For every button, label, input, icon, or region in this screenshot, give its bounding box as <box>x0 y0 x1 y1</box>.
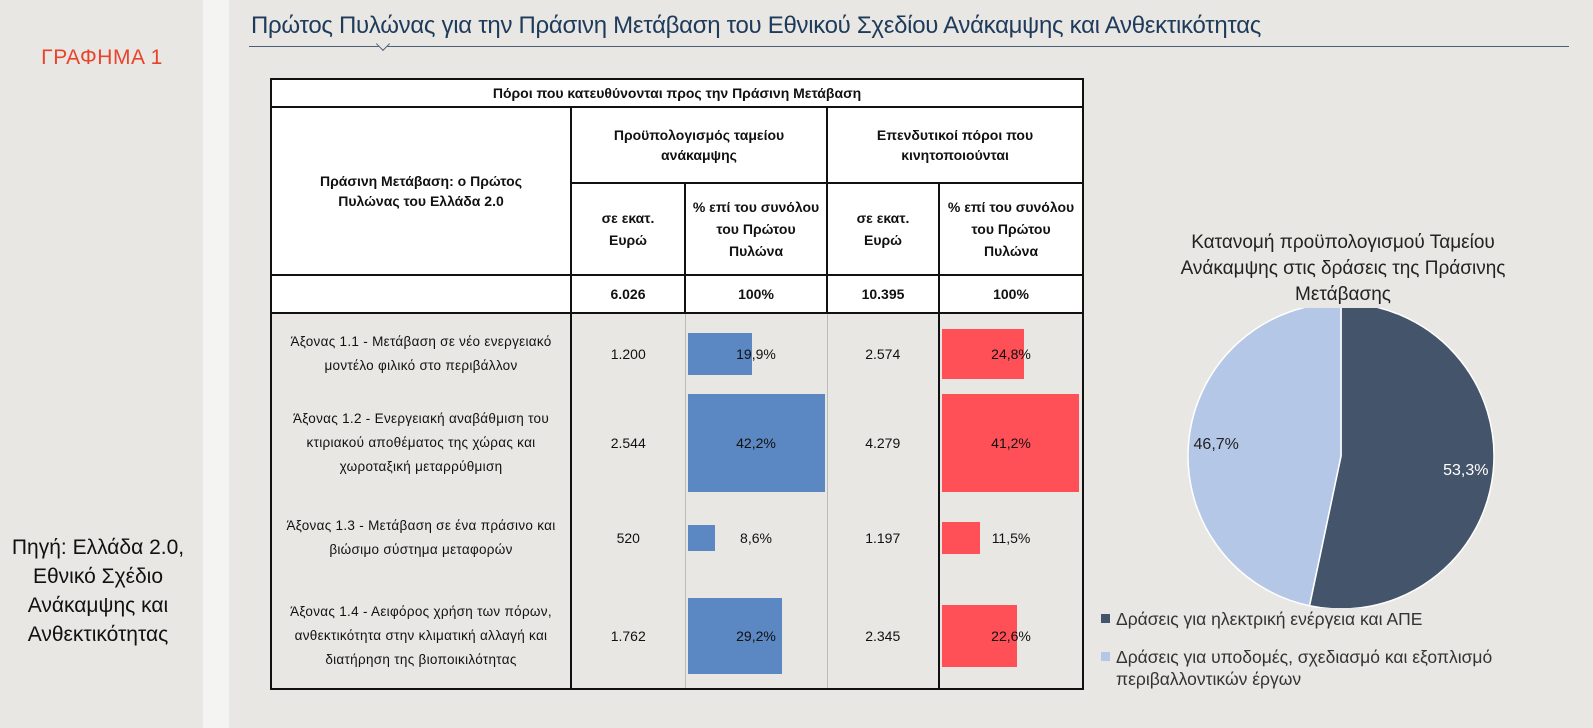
row-label: Άξονας 1.2 - Ενεργειακή αναβάθμιση του κ… <box>270 393 572 493</box>
legend-swatch <box>1101 652 1110 661</box>
pie-slice-electricity <box>1308 308 1495 608</box>
totals-label <box>270 274 572 314</box>
table-row: Άξονας 1.2 - Ενεργειακή αναβάθμιση του κ… <box>270 393 1085 493</box>
budget-bar <box>687 525 716 551</box>
row-label: Άξονας 1.1 - Μετάβαση σε νέο ενεργειακό … <box>270 312 572 393</box>
pie-label-infrastructure: 46,7% <box>1194 436 1239 453</box>
row-header: Πράσινη Μετάβαση: ο Πρώτος Πυλώνας του Ε… <box>270 106 572 276</box>
page-title: Πρώτος Πυλώνας για την Πράσινη Μετάβαση … <box>251 12 1262 39</box>
row-budget: 1.200 <box>570 312 686 393</box>
source-note: Πηγή: Ελλάδα 2.0, Εθνικό Σχέδιο Ανάκαμψη… <box>11 536 185 646</box>
sub-header-budget-amount: σε εκατ. Ευρώ <box>570 182 686 276</box>
budget-bar-label: 19,9% <box>736 345 776 362</box>
pie-label-electricity: 53,3% <box>1443 462 1488 479</box>
sub-header-invest-amount: σε εκατ. Ευρώ <box>826 182 940 276</box>
invest-bar-cell: 41,2% <box>938 393 1085 493</box>
invest-bar-cell: 24,8% <box>938 312 1085 393</box>
sub-header-budget-pct: % επί του συνόλου του Πρώτου Πυλώνα <box>684 182 828 276</box>
resources-table: Πόροι που κατευθύνονται προς την Πράσινη… <box>269 78 1085 690</box>
invest-bar <box>942 522 981 554</box>
row-budget: 1.762 <box>570 583 686 690</box>
budget-bar-label: 29,2% <box>736 627 776 644</box>
table-row: Άξονας 1.4 - Αειφόρος χρήση των πόρων, α… <box>270 583 1085 690</box>
row-invest: 2.574 <box>826 312 940 393</box>
budget-bar-label: 8,6% <box>740 530 772 546</box>
pie-legend: Δράσεις για ηλεκτρική ενέργεια και ΑΠΕ Δ… <box>1101 608 1576 706</box>
total-budget: 6.026 <box>570 274 686 314</box>
invest-bar-cell: 11,5% <box>938 493 1085 583</box>
invest-bar-label: 22,6% <box>991 627 1031 644</box>
row-invest: 1.197 <box>826 493 940 583</box>
total-budget-pct: 100% <box>684 274 828 314</box>
row-budget: 520 <box>570 493 686 583</box>
table-row: Άξονας 1.3 - Μετάβαση σε ένα πράσινο και… <box>270 493 1085 583</box>
row-budget: 2.544 <box>570 393 686 493</box>
invest-bar <box>942 328 1025 380</box>
group-header-budget: Προϋπολογισμός ταμείου ανάκαμψης <box>570 106 828 184</box>
legend-item-infrastructure: Δράσεις για υποδομές, σχεδιασμό και εξοπ… <box>1101 646 1576 690</box>
pie-chart: 53,3% 46,7% <box>1187 308 1495 608</box>
pie-title: Κατανομή προϋπολογισμού Ταμείου Ανάκαμψη… <box>1180 232 1506 305</box>
budget-bar-label: 42,2% <box>736 435 776 451</box>
budget-bar-cell: 19,9% <box>684 312 828 393</box>
invest-bar-label: 24,8% <box>991 345 1031 362</box>
budget-bar <box>687 332 753 376</box>
pie-slice-infrastructure <box>1187 308 1342 607</box>
figure-label: ΓΡΑΦΗΜΑ 1 <box>41 46 163 69</box>
budget-bar-cell: 29,2% <box>684 583 828 690</box>
group-header-invest: Επενδυτικοί πόροι που κινητοποιούνται <box>825 106 1085 184</box>
total-invest-pct: 100% <box>937 274 1085 314</box>
invest-bar <box>942 605 1018 667</box>
sub-header-invest-pct: % επί του συνόλου του Πρώτου Πυλώνα <box>937 182 1085 276</box>
budget-bar-cell: 8,6% <box>684 493 828 583</box>
table-header-top: Πόροι που κατευθύνονται προς την Πράσινη… <box>269 78 1085 108</box>
budget-bar <box>687 598 783 674</box>
invest-bar <box>942 394 1079 492</box>
budget-bar <box>687 394 825 492</box>
row-label: Άξονας 1.4 - Αειφόρος χρήση των πόρων, α… <box>270 583 572 690</box>
total-invest: 10.395 <box>826 274 940 314</box>
legend-label: Δράσεις για ηλεκτρική ενέργεια και ΑΠΕ <box>1116 609 1423 629</box>
row-invest: 4.279 <box>826 393 940 493</box>
left-sidebar <box>0 0 203 728</box>
budget-bar-cell: 42,2% <box>684 393 828 493</box>
row-invest: 2.345 <box>826 583 940 690</box>
legend-label: Δράσεις για υποδομές, σχεδιασμό και εξοπ… <box>1116 647 1493 689</box>
invest-bar-cell: 22,6% <box>938 583 1085 690</box>
invest-bar-label: 11,5% <box>991 530 1031 546</box>
table-row: Άξονας 1.1 - Μετάβαση σε νέο ενεργειακό … <box>270 312 1085 393</box>
legend-item-electricity: Δράσεις για ηλεκτρική ενέργεια και ΑΠΕ <box>1101 608 1576 630</box>
row-label: Άξονας 1.3 - Μετάβαση σε ένα πράσινο και… <box>270 493 572 583</box>
title-underline <box>249 46 1569 47</box>
sidebar-divider <box>203 0 229 728</box>
invest-bar-label: 41,2% <box>991 435 1031 451</box>
legend-swatch <box>1101 614 1110 623</box>
